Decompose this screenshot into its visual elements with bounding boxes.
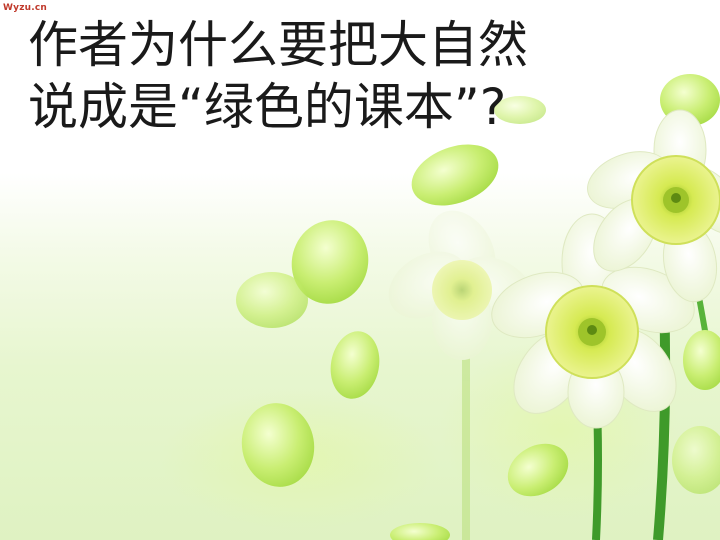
daffodil-front bbox=[491, 213, 695, 429]
slide-title: 作者为什么要把大自然 说成是“绿色的课本”? bbox=[28, 14, 668, 138]
daffodil-right bbox=[587, 109, 720, 303]
title-line-1: 作者为什么要把大自然 bbox=[28, 16, 528, 74]
site-watermark: Wyzu.cn bbox=[3, 3, 48, 13]
title-line-2: 说成是“绿色的课本”? bbox=[28, 78, 507, 136]
